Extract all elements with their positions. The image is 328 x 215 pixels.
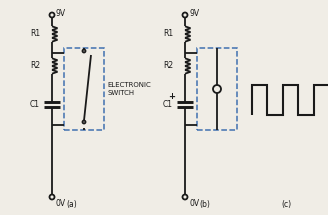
Text: 0V: 0V <box>56 199 66 208</box>
Text: +: + <box>168 92 175 101</box>
Bar <box>64 48 104 130</box>
Text: 0V: 0V <box>189 199 199 208</box>
Text: R1: R1 <box>30 29 40 38</box>
Text: R2: R2 <box>163 61 173 71</box>
Text: (b): (b) <box>199 200 211 209</box>
Text: R2: R2 <box>30 61 40 71</box>
Text: (a): (a) <box>67 200 77 209</box>
Text: C1: C1 <box>163 100 173 109</box>
Text: (c): (c) <box>281 200 291 209</box>
Text: SWITCH: SWITCH <box>107 90 134 96</box>
Text: C1: C1 <box>30 100 40 109</box>
Text: 9V: 9V <box>56 9 66 18</box>
Bar <box>197 48 237 130</box>
Text: R1: R1 <box>163 29 173 38</box>
Text: ELECTRONIC: ELECTRONIC <box>107 82 151 88</box>
Text: 9V: 9V <box>189 9 199 18</box>
